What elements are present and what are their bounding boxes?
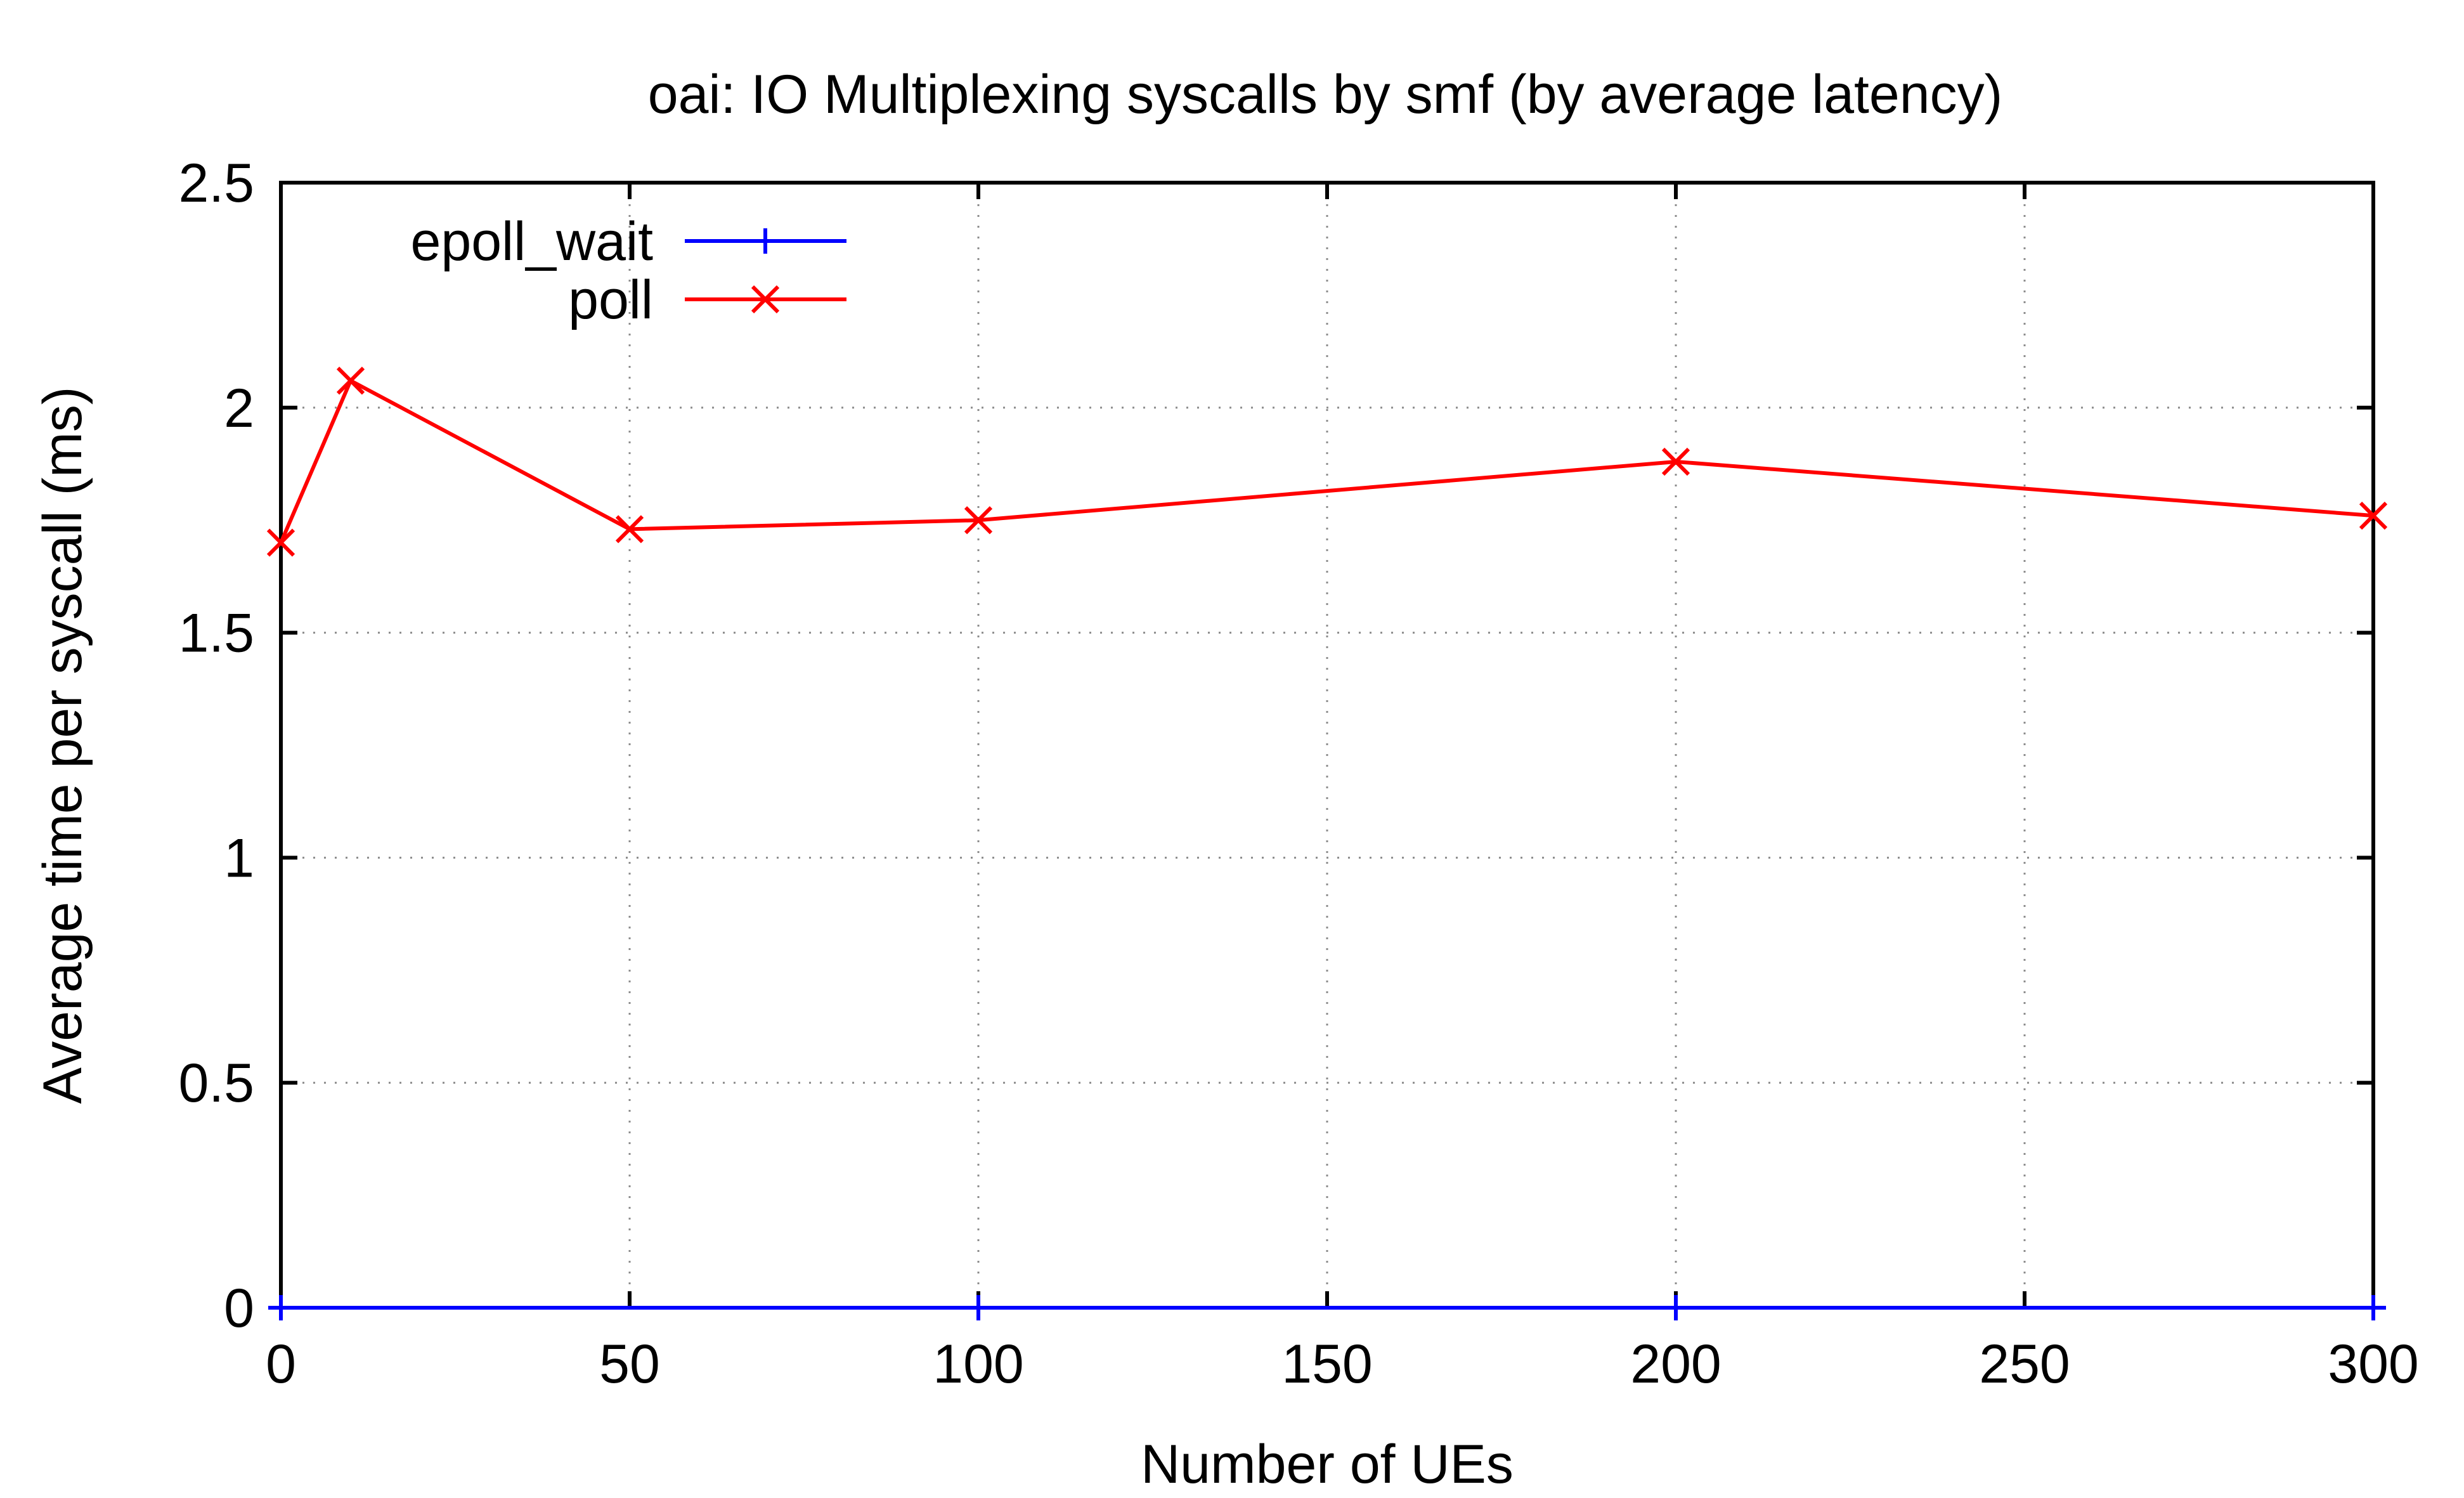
grid-lines	[281, 183, 2373, 1308]
data-point	[966, 1295, 991, 1320]
x-tick-labels: 0 50 100 150 200 250 300	[266, 1334, 2419, 1395]
series-layer	[266, 367, 2388, 1320]
x-tick-label: 50	[599, 1334, 660, 1395]
x-tick-label: 100	[933, 1334, 1024, 1395]
y-tick-label: 2	[224, 378, 254, 439]
data-point	[336, 367, 365, 395]
data-point	[615, 515, 644, 544]
y-tick-label: 0.5	[178, 1053, 254, 1114]
data-point	[1661, 447, 1690, 476]
x-tick-label: 250	[1979, 1334, 2070, 1395]
x-axis-label: Number of UEs	[1141, 1434, 1514, 1495]
legend-marker	[751, 285, 780, 314]
legend-marker	[753, 228, 778, 254]
legend-item-epoll-wait: epoll_wait	[411, 211, 846, 272]
data-point	[2361, 1295, 2386, 1320]
y-axis-label: Average time per syscall (ms)	[32, 386, 93, 1104]
x-tick-label: 150	[1281, 1334, 1373, 1395]
legend-label: poll	[568, 270, 653, 330]
y-tick-label: 1	[224, 828, 254, 889]
data-point	[2359, 501, 2388, 530]
y-tick-label: 1.5	[178, 603, 254, 664]
legend-item-poll: poll	[568, 270, 846, 330]
y-tick-label: 2.5	[178, 153, 254, 214]
series-poll	[266, 367, 2388, 557]
series-epoll-wait	[268, 1295, 2386, 1320]
y-tick-label: 0	[224, 1278, 254, 1339]
x-tick-label: 200	[1630, 1334, 1722, 1395]
data-point	[266, 528, 295, 557]
legend-label: epoll_wait	[411, 211, 654, 272]
data-point	[964, 506, 993, 535]
chart-title: oai: IO Multiplexing syscalls by smf (by…	[648, 64, 2002, 125]
data-point	[1663, 1295, 1689, 1320]
data-point	[268, 1295, 294, 1320]
series-line	[279, 379, 2374, 544]
y-tick-labels: 0 0.5 1 1.5 2 2.5	[178, 153, 254, 1339]
x-tick-label: 300	[2328, 1334, 2419, 1395]
x-tick-label: 0	[266, 1334, 296, 1395]
